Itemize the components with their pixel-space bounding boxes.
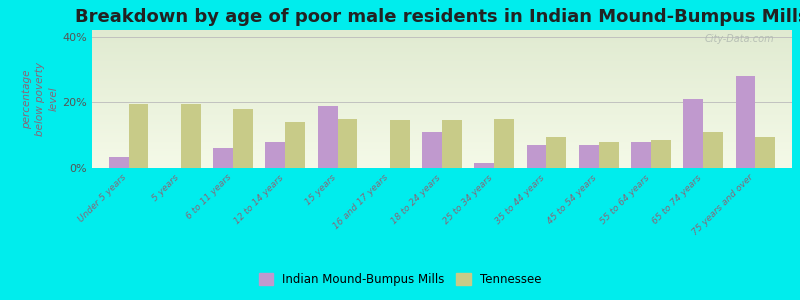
Bar <box>181 104 201 168</box>
Bar <box>546 137 566 168</box>
Bar <box>390 120 410 168</box>
Bar <box>651 140 671 168</box>
Bar <box>286 122 305 168</box>
Bar <box>703 132 723 168</box>
Bar <box>735 76 755 168</box>
Bar <box>683 99 703 168</box>
Bar <box>266 142 286 168</box>
Bar <box>494 119 514 168</box>
Bar <box>109 157 129 168</box>
Bar <box>233 109 253 168</box>
Bar <box>598 142 618 168</box>
Bar <box>338 119 358 168</box>
Bar <box>474 163 494 168</box>
Title: Breakdown by age of poor male residents in Indian Mound-Bumpus Mills: Breakdown by age of poor male residents … <box>75 8 800 26</box>
Bar <box>579 145 598 168</box>
Bar <box>526 145 546 168</box>
Bar <box>213 148 233 168</box>
Bar <box>129 104 149 168</box>
Y-axis label: percentage
below poverty
level: percentage below poverty level <box>22 62 58 136</box>
Bar <box>755 137 775 168</box>
Bar <box>442 120 462 168</box>
Bar <box>631 142 651 168</box>
Bar <box>422 132 442 168</box>
Text: City-Data.com: City-Data.com <box>705 34 774 44</box>
Legend: Indian Mound-Bumpus Mills, Tennessee: Indian Mound-Bumpus Mills, Tennessee <box>254 268 546 291</box>
Bar <box>318 106 338 168</box>
